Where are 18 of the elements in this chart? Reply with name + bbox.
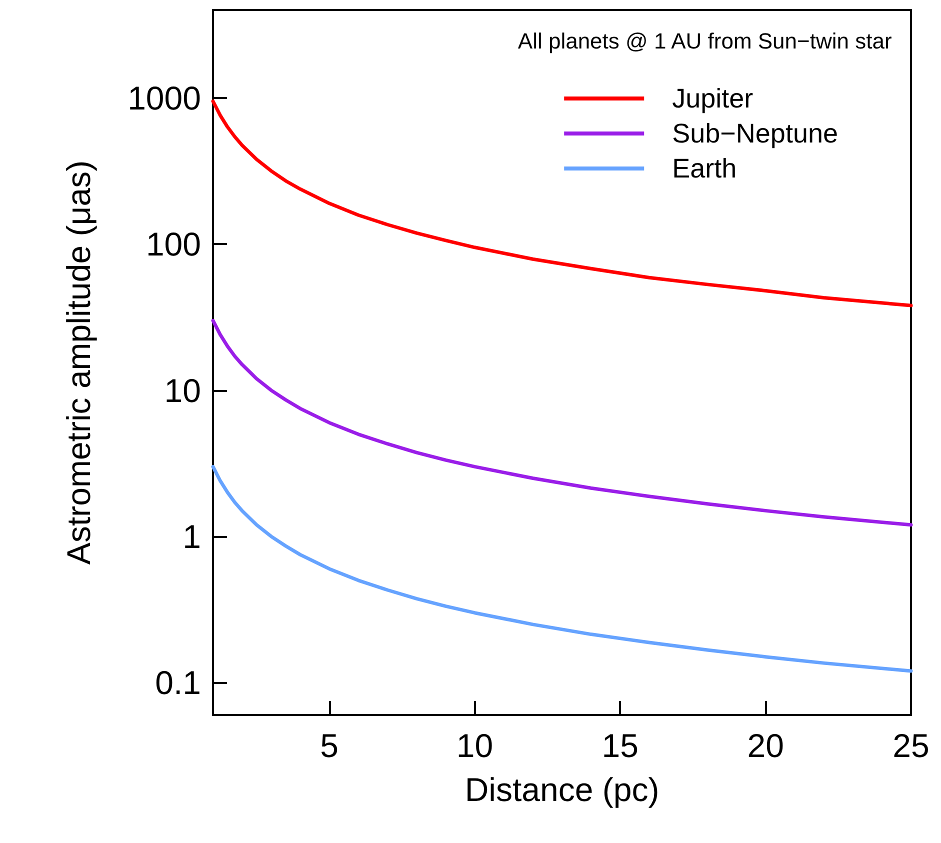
line-series	[211, 464, 913, 673]
annotation: All planets @ 1 AU from Sun−twin star	[518, 28, 892, 54]
legend-label: Earth	[672, 154, 737, 184]
x-tick-label: 5	[320, 727, 339, 764]
legend-label: Jupiter	[672, 84, 754, 114]
y-axis-title: Astrometric amplitude (μas)	[60, 160, 97, 565]
x-axis-title: Distance (pc)	[464, 771, 660, 808]
y-tick-label: 0.1	[155, 664, 201, 702]
x-tick-label: 20	[747, 727, 784, 764]
y-tick-label: 10	[164, 372, 201, 409]
x-tick-label: 10	[456, 727, 494, 764]
x-tick-label: 25	[892, 727, 930, 764]
legend-label: Sub−Neptune	[672, 118, 838, 148]
y-tick-label: 100	[146, 226, 201, 263]
y-tick-label: 1000	[128, 79, 201, 116]
x-tick-label: 15	[602, 727, 639, 764]
line-series	[211, 318, 913, 527]
y-tick-label: 1	[182, 518, 201, 555]
